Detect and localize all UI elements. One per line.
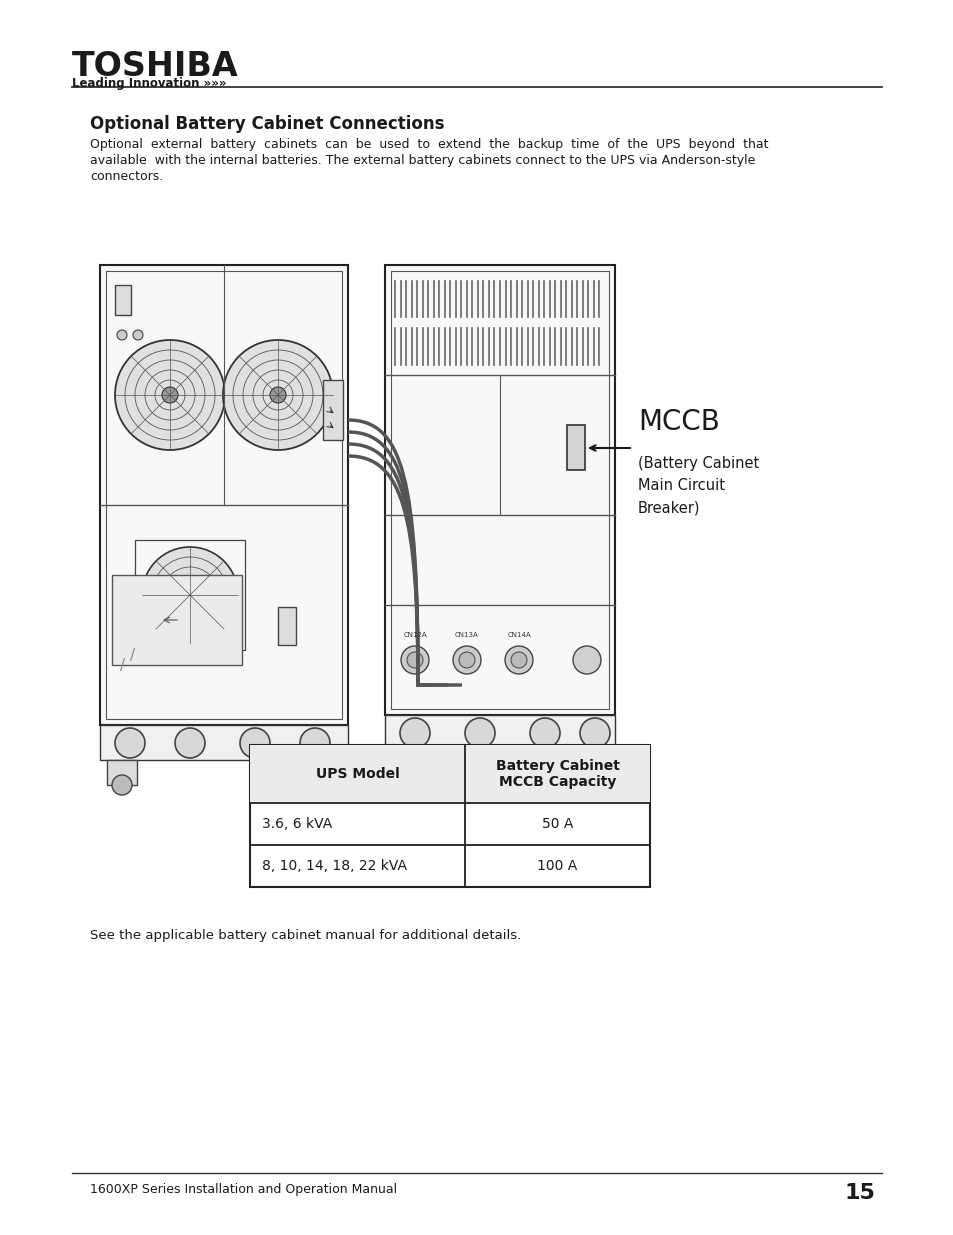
Text: UPS Model: UPS Model bbox=[315, 767, 399, 781]
Text: TOSHIBA: TOSHIBA bbox=[71, 49, 238, 83]
Bar bbox=[385, 715, 615, 750]
Circle shape bbox=[308, 776, 328, 795]
Bar bbox=[250, 745, 649, 887]
Text: See the applicable battery cabinet manual for additional details.: See the applicable battery cabinet manua… bbox=[90, 929, 520, 942]
Text: 100 A: 100 A bbox=[537, 860, 577, 873]
Circle shape bbox=[573, 646, 600, 674]
Bar bbox=[115, 285, 131, 315]
Circle shape bbox=[504, 646, 533, 674]
Text: CN14A: CN14A bbox=[507, 632, 530, 638]
Text: Leading Innovation »»»: Leading Innovation »»» bbox=[71, 77, 226, 90]
Bar bbox=[303, 760, 333, 785]
Text: Battery Cabinet
MCCB Capacity: Battery Cabinet MCCB Capacity bbox=[495, 758, 618, 789]
Circle shape bbox=[396, 764, 416, 785]
Circle shape bbox=[407, 652, 422, 668]
Bar bbox=[250, 745, 649, 803]
Text: 15: 15 bbox=[843, 1183, 874, 1203]
Bar bbox=[578, 750, 607, 776]
Text: Optional Battery Cabinet Connections: Optional Battery Cabinet Connections bbox=[90, 115, 444, 133]
Bar bbox=[135, 540, 245, 650]
Circle shape bbox=[299, 727, 330, 758]
Circle shape bbox=[511, 652, 526, 668]
Bar bbox=[100, 266, 348, 725]
Circle shape bbox=[223, 340, 333, 450]
Circle shape bbox=[453, 646, 480, 674]
Text: /: / bbox=[120, 658, 125, 673]
Text: 1600XP Series Installation and Operation Manual: 1600XP Series Installation and Operation… bbox=[90, 1183, 396, 1195]
Circle shape bbox=[132, 330, 143, 340]
Text: available  with the internal batteries. The external battery cabinets connect to: available with the internal batteries. T… bbox=[90, 154, 755, 167]
Circle shape bbox=[464, 718, 495, 748]
Circle shape bbox=[579, 718, 609, 748]
Circle shape bbox=[117, 330, 127, 340]
Circle shape bbox=[115, 340, 225, 450]
Circle shape bbox=[115, 727, 145, 758]
Circle shape bbox=[142, 547, 237, 643]
Text: (Battery Cabinet
Main Circuit
Breaker): (Battery Cabinet Main Circuit Breaker) bbox=[638, 456, 759, 515]
Text: connectors.: connectors. bbox=[90, 170, 163, 183]
Text: CN13A: CN13A bbox=[455, 632, 478, 638]
Circle shape bbox=[240, 727, 270, 758]
Bar bbox=[566, 425, 584, 471]
Circle shape bbox=[184, 589, 195, 601]
Bar bbox=[100, 725, 348, 760]
Circle shape bbox=[582, 764, 602, 785]
Bar bbox=[277, 606, 295, 645]
Circle shape bbox=[400, 646, 429, 674]
Text: CN12A: CN12A bbox=[403, 632, 426, 638]
Circle shape bbox=[174, 727, 205, 758]
Bar bbox=[392, 750, 421, 776]
Bar bbox=[391, 270, 608, 709]
Text: 3.6, 6 kVA: 3.6, 6 kVA bbox=[262, 818, 332, 831]
Circle shape bbox=[458, 652, 475, 668]
Circle shape bbox=[112, 776, 132, 795]
Text: /: / bbox=[130, 648, 135, 663]
Bar bbox=[106, 270, 341, 719]
Circle shape bbox=[270, 387, 286, 403]
Text: 50 A: 50 A bbox=[541, 818, 573, 831]
Text: MCCB: MCCB bbox=[638, 408, 720, 436]
Circle shape bbox=[530, 718, 559, 748]
Circle shape bbox=[162, 387, 178, 403]
Text: Optional  external  battery  cabinets  can  be  used  to  extend  the  backup  t: Optional external battery cabinets can b… bbox=[90, 138, 768, 151]
Circle shape bbox=[399, 718, 430, 748]
Bar bbox=[323, 380, 343, 440]
Bar bbox=[107, 760, 137, 785]
Text: 8, 10, 14, 18, 22 kVA: 8, 10, 14, 18, 22 kVA bbox=[262, 860, 407, 873]
Bar bbox=[112, 576, 242, 664]
Bar bbox=[385, 266, 615, 715]
